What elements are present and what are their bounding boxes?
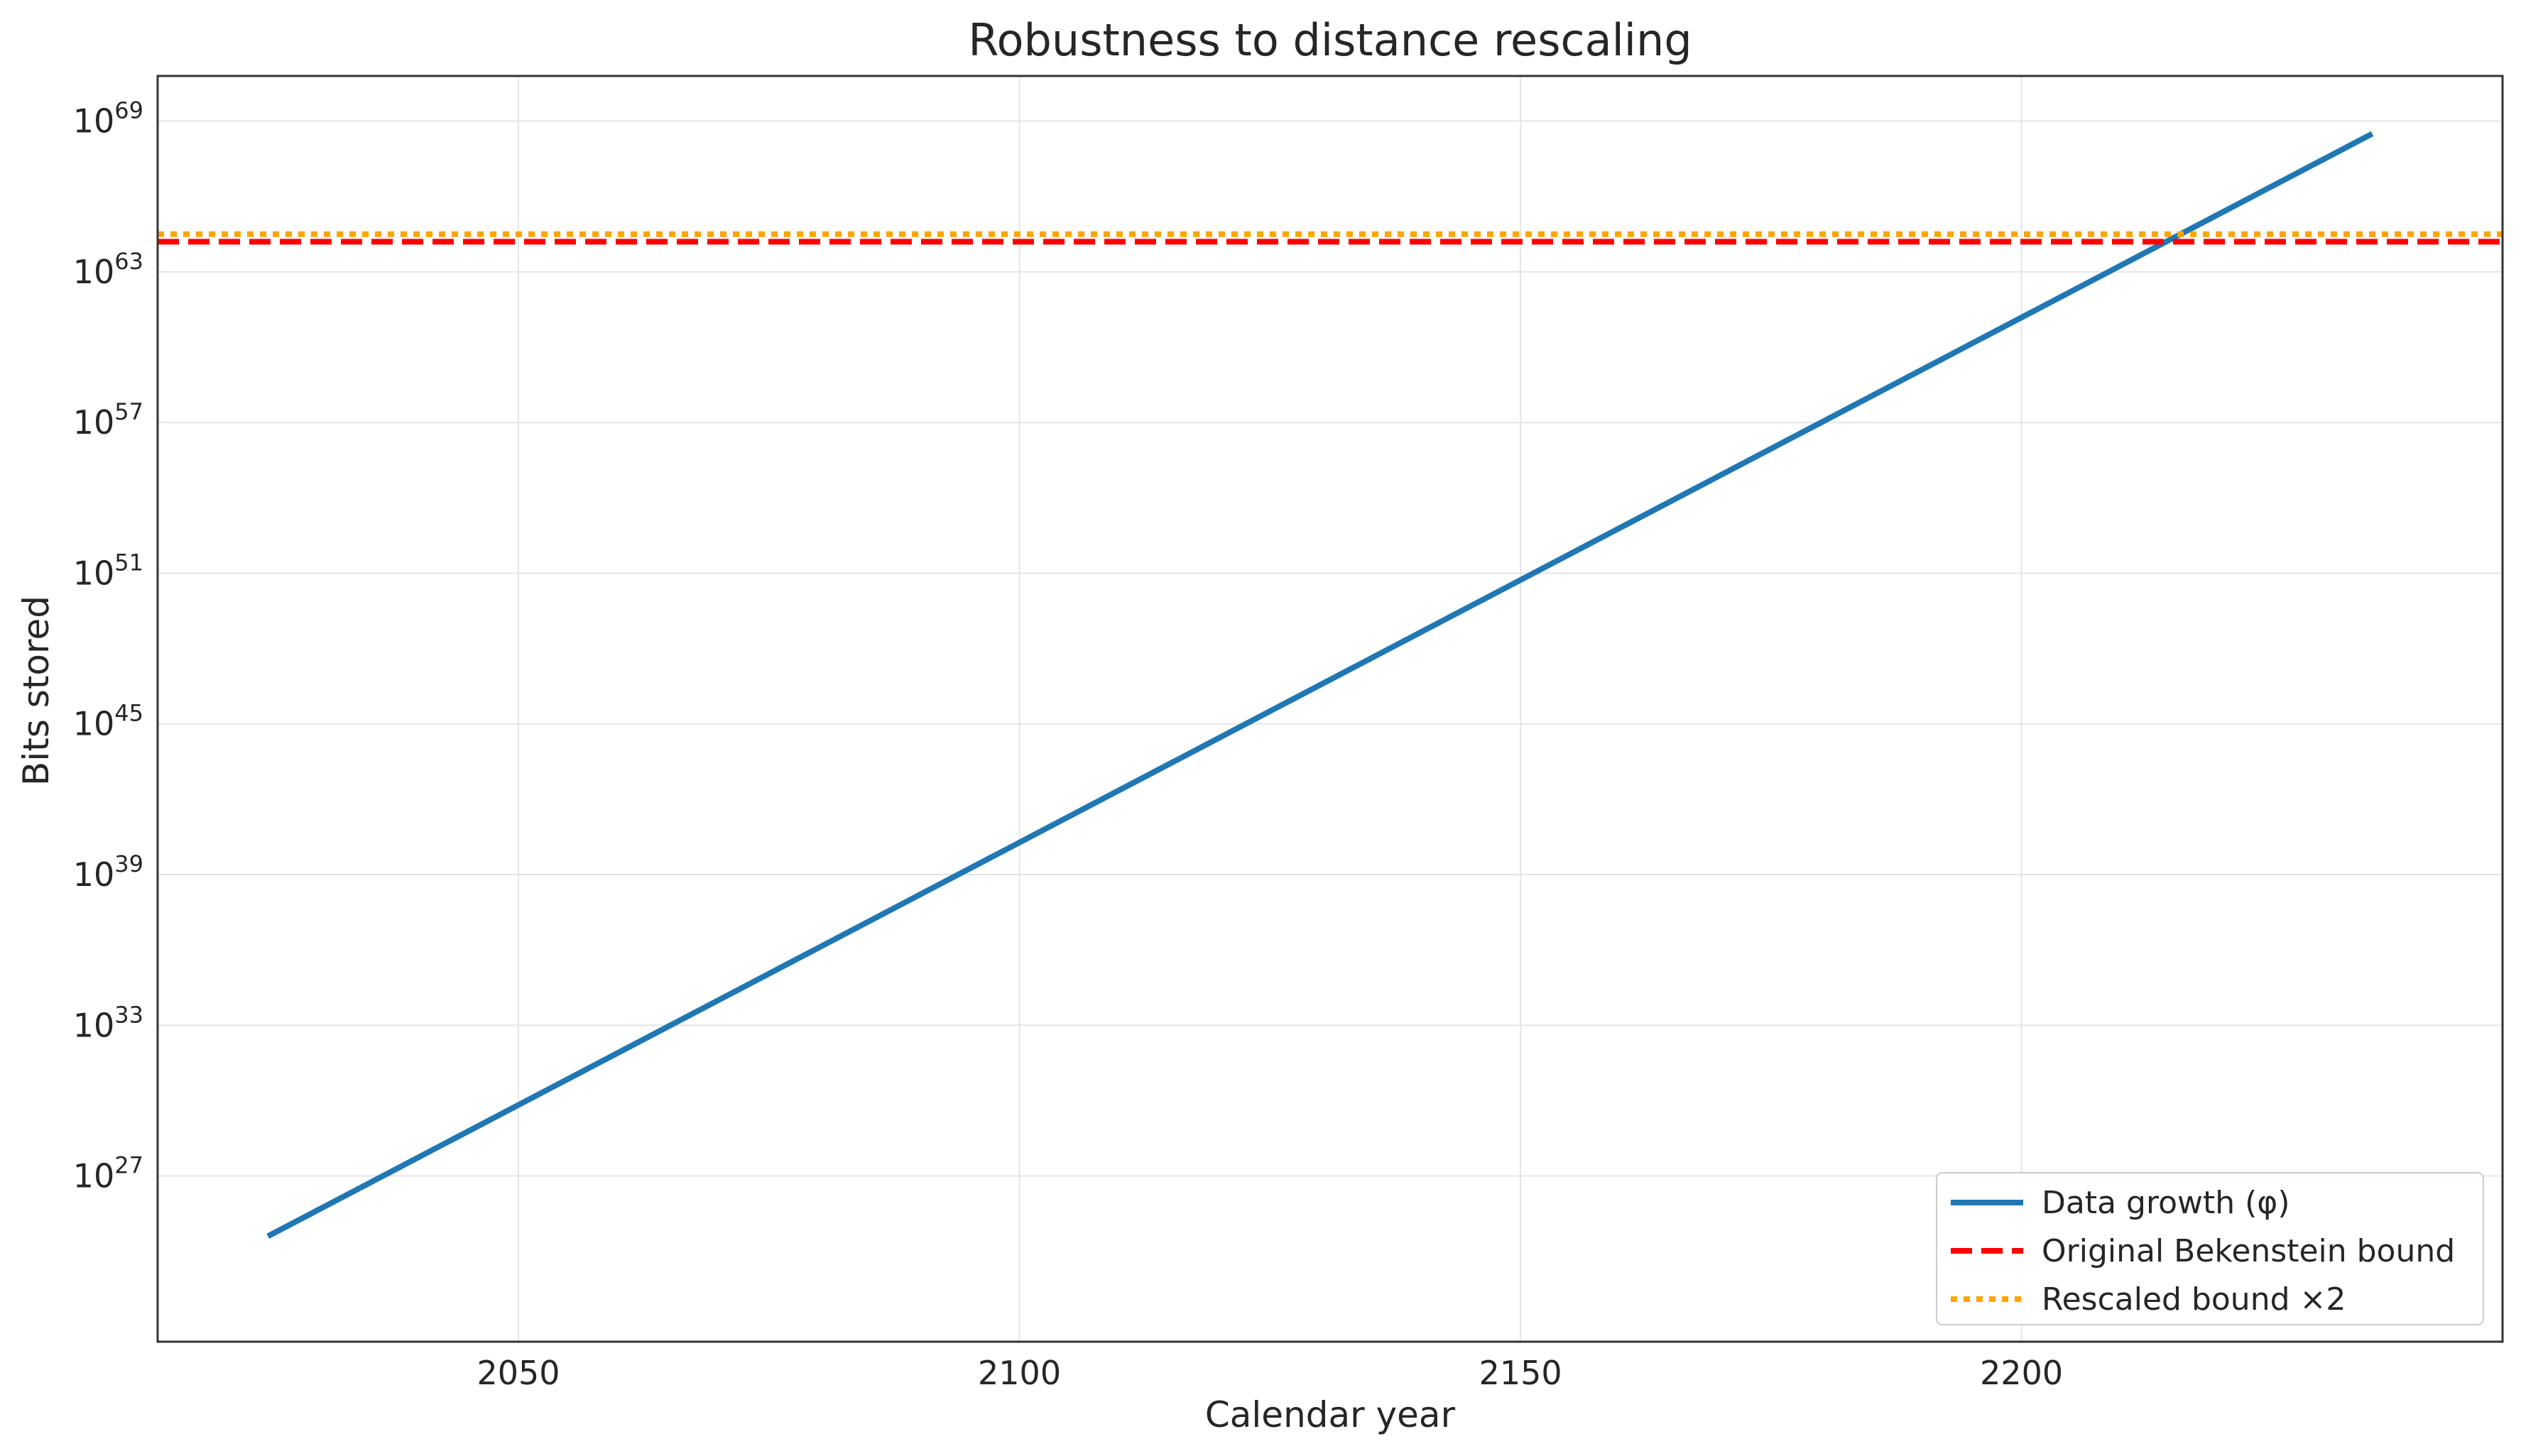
- x-tick-label: 2050: [477, 1354, 560, 1392]
- y-tick-exponent: 33: [114, 1001, 143, 1028]
- legend-box: [1936, 1172, 2484, 1325]
- y-tick-label: 1057: [73, 398, 143, 442]
- y-tick-base: 10: [73, 554, 115, 592]
- y-tick-base: 10: [73, 403, 115, 442]
- x-axis-label: Calendar year: [1205, 1394, 1456, 1435]
- y-tick-exponent: 63: [114, 248, 143, 275]
- y-tick-base: 10: [73, 253, 115, 291]
- legend: Data growth (φ) Original Bekenstein bound…: [1936, 1172, 2484, 1325]
- x-tick-label: 2200: [1980, 1354, 2063, 1392]
- plot-area-frame: [156, 75, 2504, 1343]
- y-tick-label: 1045: [73, 700, 143, 743]
- y-tick-exponent: 69: [114, 97, 143, 124]
- chart-title: Robustness to distance rescaling: [968, 14, 1692, 66]
- y-tick-exponent: 45: [114, 700, 143, 727]
- series-line-1: [266, 131, 2374, 1239]
- y-tick-exponent: 27: [114, 1152, 143, 1179]
- y-tick-label: 1033: [73, 1001, 143, 1044]
- y-tick-base: 10: [73, 705, 115, 743]
- legend-label-3: Rescaled bound ×2: [2042, 1281, 2346, 1318]
- y-tick-label: 1027: [73, 1152, 143, 1195]
- series-lines: [158, 131, 2503, 1239]
- y-tick-base: 10: [73, 1006, 115, 1044]
- y-axis-label: Bits stored: [16, 596, 57, 786]
- y-tick-exponent: 51: [114, 549, 143, 576]
- y-tick-label: 1039: [73, 850, 143, 894]
- y-tick-label: 1063: [73, 248, 143, 291]
- y-tick-exponent: 39: [114, 850, 143, 877]
- x-tick-label: 2100: [978, 1354, 1061, 1392]
- y-tick-exponent: 57: [114, 398, 143, 425]
- y-tick-base: 10: [73, 102, 115, 141]
- y-tick-label: 1069: [73, 97, 143, 141]
- legend-label-2: Original Bekenstein bound: [2042, 1233, 2455, 1269]
- legend-label-1: Data growth (φ): [2042, 1185, 2290, 1221]
- y-tick-label: 1051: [73, 549, 143, 592]
- y-tick-base: 10: [73, 855, 115, 894]
- y-tick-base: 10: [73, 1157, 115, 1195]
- x-tick-label: 2150: [1479, 1354, 1562, 1392]
- x-axis-ticks: 2050 2100 2150 2200: [477, 1354, 2063, 1392]
